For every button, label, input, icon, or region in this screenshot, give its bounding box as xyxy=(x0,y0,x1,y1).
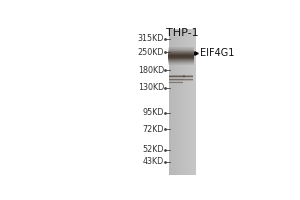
Bar xyxy=(186,29,187,175)
Bar xyxy=(168,48,194,49)
Bar xyxy=(168,60,194,61)
Bar xyxy=(168,52,194,53)
Bar xyxy=(176,29,177,175)
Bar xyxy=(183,29,184,175)
Bar xyxy=(194,29,195,175)
Bar xyxy=(168,61,194,62)
Bar xyxy=(184,29,185,175)
Bar xyxy=(195,29,196,175)
Bar xyxy=(178,29,179,175)
Bar xyxy=(189,29,190,175)
Bar xyxy=(168,62,194,63)
Bar xyxy=(168,47,194,48)
Bar xyxy=(168,53,194,54)
Bar xyxy=(168,55,194,56)
Bar xyxy=(177,29,178,175)
Bar xyxy=(182,29,183,175)
Text: 315KD: 315KD xyxy=(138,34,164,43)
Text: 95KD: 95KD xyxy=(143,108,164,117)
Bar xyxy=(187,29,188,175)
Bar xyxy=(168,63,194,64)
Bar xyxy=(190,29,191,175)
Bar xyxy=(181,29,182,175)
Bar xyxy=(180,29,181,175)
Bar xyxy=(168,57,194,58)
Text: THP-1: THP-1 xyxy=(166,28,199,38)
Text: EIF4G1: EIF4G1 xyxy=(200,48,235,58)
Text: 130KD: 130KD xyxy=(138,83,164,92)
Bar xyxy=(168,64,194,65)
Bar xyxy=(188,29,189,175)
Bar xyxy=(173,29,174,175)
Bar xyxy=(168,58,194,59)
Text: 250KD: 250KD xyxy=(138,48,164,57)
Bar xyxy=(174,29,175,175)
Bar xyxy=(168,54,194,55)
Bar xyxy=(168,50,194,51)
Bar xyxy=(192,29,193,175)
Bar xyxy=(191,29,192,175)
Bar xyxy=(171,29,172,175)
Bar xyxy=(168,51,194,52)
Bar xyxy=(175,29,176,175)
Bar xyxy=(172,29,173,175)
Bar xyxy=(193,29,194,175)
Text: 72KD: 72KD xyxy=(143,125,164,134)
Bar xyxy=(179,29,180,175)
Bar xyxy=(170,29,171,175)
Bar xyxy=(168,59,194,60)
Text: 43KD: 43KD xyxy=(143,157,164,166)
Text: 52KD: 52KD xyxy=(143,145,164,154)
Bar xyxy=(185,29,186,175)
Bar xyxy=(168,56,194,57)
Bar xyxy=(168,49,194,50)
Bar xyxy=(169,29,170,175)
Text: 180KD: 180KD xyxy=(138,66,164,75)
